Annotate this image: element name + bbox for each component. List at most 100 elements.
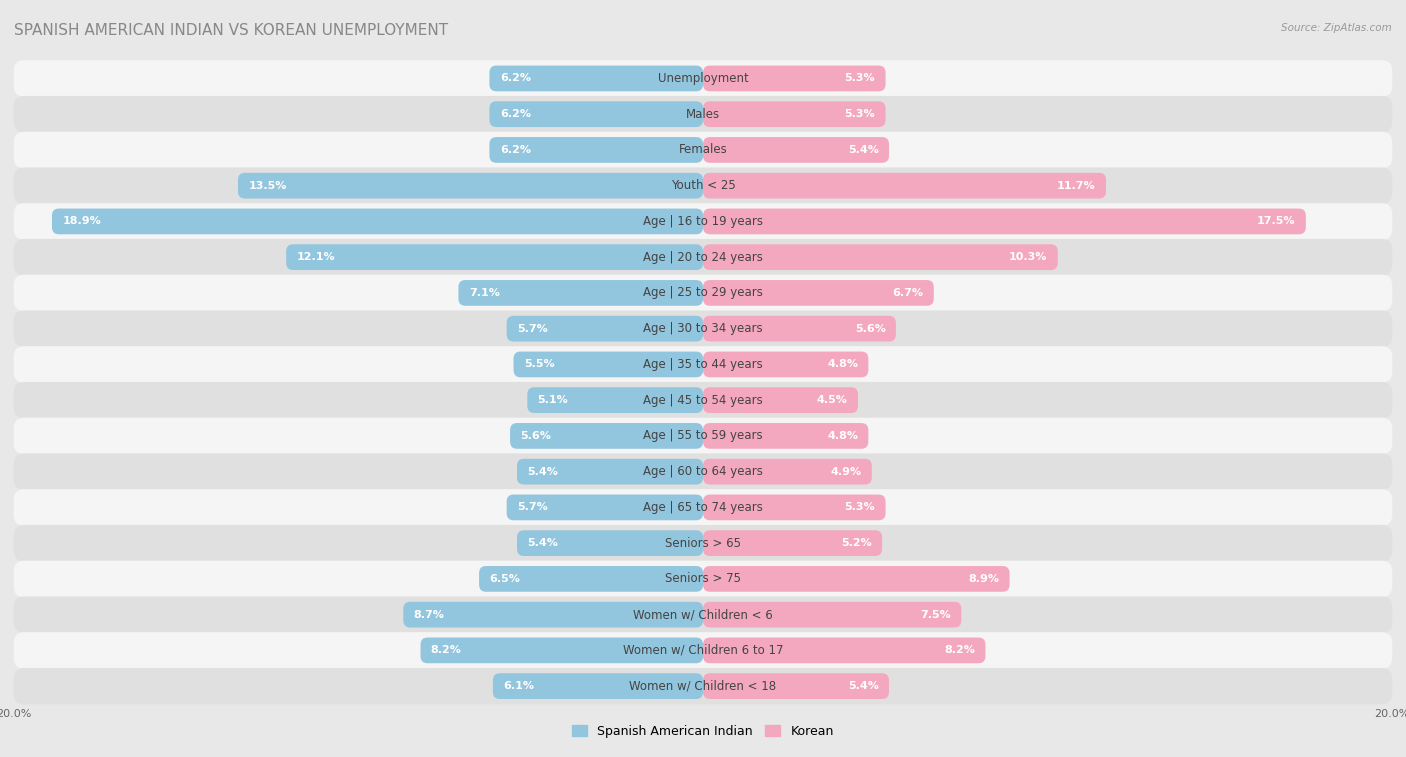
FancyBboxPatch shape (238, 173, 703, 198)
FancyBboxPatch shape (703, 173, 1107, 198)
FancyBboxPatch shape (404, 602, 703, 628)
FancyBboxPatch shape (703, 494, 886, 520)
Text: Seniors > 65: Seniors > 65 (665, 537, 741, 550)
Text: 5.4%: 5.4% (848, 681, 879, 691)
Text: 6.5%: 6.5% (489, 574, 520, 584)
FancyBboxPatch shape (703, 602, 962, 628)
FancyBboxPatch shape (703, 137, 889, 163)
FancyBboxPatch shape (14, 525, 1392, 562)
FancyBboxPatch shape (479, 566, 703, 592)
Text: 8.9%: 8.9% (969, 574, 1000, 584)
FancyBboxPatch shape (703, 388, 858, 413)
Text: 4.8%: 4.8% (827, 360, 858, 369)
FancyBboxPatch shape (420, 637, 703, 663)
FancyBboxPatch shape (14, 346, 1392, 382)
Text: Source: ZipAtlas.com: Source: ZipAtlas.com (1281, 23, 1392, 33)
Text: Age | 55 to 59 years: Age | 55 to 59 years (643, 429, 763, 442)
FancyBboxPatch shape (14, 239, 1392, 276)
Text: 4.5%: 4.5% (817, 395, 848, 405)
FancyBboxPatch shape (703, 245, 1057, 270)
Text: Seniors > 75: Seniors > 75 (665, 572, 741, 585)
FancyBboxPatch shape (494, 673, 703, 699)
Text: 5.2%: 5.2% (841, 538, 872, 548)
FancyBboxPatch shape (14, 132, 1392, 168)
Text: 4.8%: 4.8% (827, 431, 858, 441)
FancyBboxPatch shape (517, 459, 703, 484)
Text: 5.1%: 5.1% (537, 395, 568, 405)
Text: 8.2%: 8.2% (945, 646, 976, 656)
FancyBboxPatch shape (14, 561, 1392, 597)
FancyBboxPatch shape (458, 280, 703, 306)
FancyBboxPatch shape (703, 66, 886, 92)
Text: 8.2%: 8.2% (430, 646, 461, 656)
Text: 6.2%: 6.2% (499, 73, 530, 83)
Text: 8.7%: 8.7% (413, 609, 444, 620)
Text: 7.1%: 7.1% (468, 288, 499, 298)
Text: 18.9%: 18.9% (62, 217, 101, 226)
FancyBboxPatch shape (510, 423, 703, 449)
Text: Age | 16 to 19 years: Age | 16 to 19 years (643, 215, 763, 228)
Text: 6.7%: 6.7% (893, 288, 924, 298)
FancyBboxPatch shape (703, 531, 882, 556)
FancyBboxPatch shape (703, 673, 889, 699)
FancyBboxPatch shape (14, 597, 1392, 633)
FancyBboxPatch shape (506, 494, 703, 520)
Text: 4.9%: 4.9% (831, 466, 862, 477)
Text: 5.6%: 5.6% (855, 324, 886, 334)
FancyBboxPatch shape (14, 310, 1392, 347)
FancyBboxPatch shape (287, 245, 703, 270)
Text: 5.4%: 5.4% (527, 466, 558, 477)
Text: 6.2%: 6.2% (499, 109, 530, 119)
FancyBboxPatch shape (703, 637, 986, 663)
FancyBboxPatch shape (489, 101, 703, 127)
Text: 5.7%: 5.7% (517, 503, 548, 512)
Text: Age | 60 to 64 years: Age | 60 to 64 years (643, 465, 763, 478)
FancyBboxPatch shape (14, 203, 1392, 240)
Text: 5.7%: 5.7% (517, 324, 548, 334)
FancyBboxPatch shape (14, 96, 1392, 132)
FancyBboxPatch shape (703, 423, 869, 449)
Text: 5.5%: 5.5% (524, 360, 554, 369)
Text: 5.4%: 5.4% (527, 538, 558, 548)
FancyBboxPatch shape (489, 137, 703, 163)
Text: 10.3%: 10.3% (1010, 252, 1047, 262)
Text: 11.7%: 11.7% (1057, 181, 1095, 191)
Text: Age | 30 to 34 years: Age | 30 to 34 years (643, 322, 763, 335)
FancyBboxPatch shape (52, 208, 703, 235)
FancyBboxPatch shape (14, 489, 1392, 525)
Text: 17.5%: 17.5% (1257, 217, 1295, 226)
Text: 5.3%: 5.3% (845, 73, 875, 83)
FancyBboxPatch shape (513, 351, 703, 377)
Text: 5.3%: 5.3% (845, 109, 875, 119)
FancyBboxPatch shape (14, 61, 1392, 97)
FancyBboxPatch shape (703, 351, 869, 377)
FancyBboxPatch shape (14, 275, 1392, 311)
Text: Age | 45 to 54 years: Age | 45 to 54 years (643, 394, 763, 407)
Text: Age | 65 to 74 years: Age | 65 to 74 years (643, 501, 763, 514)
Text: 13.5%: 13.5% (249, 181, 287, 191)
Text: Women w/ Children 6 to 17: Women w/ Children 6 to 17 (623, 644, 783, 657)
Text: SPANISH AMERICAN INDIAN VS KOREAN UNEMPLOYMENT: SPANISH AMERICAN INDIAN VS KOREAN UNEMPL… (14, 23, 449, 38)
FancyBboxPatch shape (703, 280, 934, 306)
FancyBboxPatch shape (14, 632, 1392, 668)
Text: 7.5%: 7.5% (921, 609, 950, 620)
Text: Age | 25 to 29 years: Age | 25 to 29 years (643, 286, 763, 300)
Text: Females: Females (679, 143, 727, 157)
Text: Unemployment: Unemployment (658, 72, 748, 85)
FancyBboxPatch shape (14, 382, 1392, 419)
Text: Age | 20 to 24 years: Age | 20 to 24 years (643, 251, 763, 263)
Text: 5.3%: 5.3% (845, 503, 875, 512)
FancyBboxPatch shape (703, 316, 896, 341)
Text: 5.6%: 5.6% (520, 431, 551, 441)
FancyBboxPatch shape (703, 459, 872, 484)
FancyBboxPatch shape (14, 167, 1392, 204)
Text: 12.1%: 12.1% (297, 252, 335, 262)
Text: Women w/ Children < 6: Women w/ Children < 6 (633, 608, 773, 621)
Text: Women w/ Children < 18: Women w/ Children < 18 (630, 680, 776, 693)
FancyBboxPatch shape (14, 453, 1392, 490)
FancyBboxPatch shape (703, 101, 886, 127)
FancyBboxPatch shape (703, 208, 1306, 235)
Text: Youth < 25: Youth < 25 (671, 179, 735, 192)
Text: 5.4%: 5.4% (848, 145, 879, 155)
Text: 6.1%: 6.1% (503, 681, 534, 691)
